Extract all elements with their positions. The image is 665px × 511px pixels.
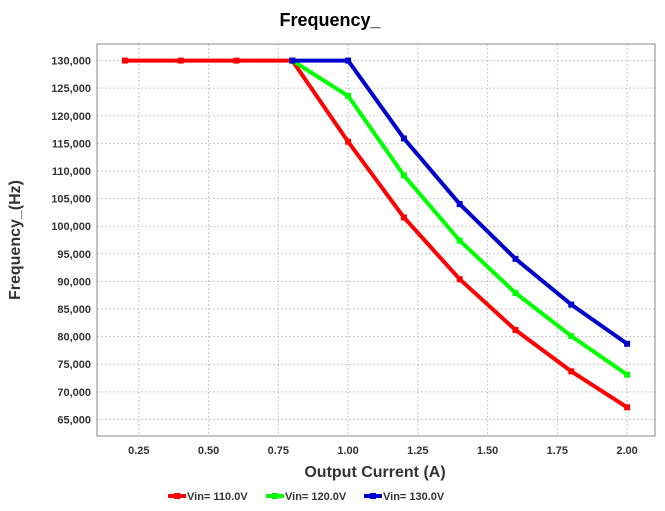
y-tick-label: 120,000 — [51, 111, 91, 123]
y-tick-label: 75,000 — [57, 359, 91, 371]
x-tick-label: 1.50 — [477, 445, 498, 457]
x-tick-label: 1.25 — [407, 445, 428, 457]
data-point — [345, 57, 352, 64]
series-lines — [121, 57, 631, 411]
legend-marker — [370, 493, 376, 499]
y-tick-label: 105,000 — [51, 194, 91, 206]
data-point — [289, 57, 296, 64]
data-point — [512, 255, 519, 262]
data-point — [345, 92, 352, 99]
y-tick-label: 115,000 — [52, 138, 91, 150]
legend-marker — [272, 493, 278, 499]
y-tick-label: 95,000 — [57, 249, 91, 261]
data-point — [568, 368, 575, 375]
x-axis-title: Output Current (A) — [304, 464, 445, 481]
plot-frame — [96, 43, 656, 437]
legend-marker — [174, 493, 180, 499]
y-tick-label: 70,000 — [57, 387, 91, 399]
x-tick-labels: 0.25 0.50 0.75 1.00 1.25 1.50 1.75 2.00 — [128, 445, 638, 457]
data-point — [177, 57, 184, 64]
x-tick-label: 0.25 — [128, 445, 149, 457]
data-point — [624, 340, 631, 347]
y-tick-label: 85,000 — [57, 304, 91, 316]
x-tick-label: 0.75 — [268, 445, 289, 457]
data-point — [624, 404, 631, 411]
x-tick-label: 2.00 — [616, 445, 637, 457]
data-point — [400, 214, 407, 221]
legend-label: Vin= 130.0V — [383, 491, 445, 503]
data-point — [400, 135, 407, 142]
y-tick-label: 130,000 — [51, 56, 91, 68]
data-point — [456, 237, 463, 244]
series-line — [290, 58, 630, 377]
legend: Vin= 110.0V Vin= 120.0V Vin= 130.0V — [168, 491, 445, 503]
y-tick-label: 110,000 — [52, 166, 91, 178]
legend-label: Vin= 120.0V — [285, 491, 347, 503]
data-point — [345, 138, 352, 145]
y-tick-label: 90,000 — [57, 276, 91, 288]
y-axis-title: Frequency_(Hz) — [7, 180, 24, 300]
data-point — [456, 276, 463, 283]
x-tick-label: 0.50 — [198, 445, 219, 457]
data-point — [512, 290, 519, 296]
y-tick-label: 80,000 — [57, 332, 91, 344]
data-point — [456, 201, 463, 208]
data-point — [624, 371, 631, 378]
series-line — [122, 58, 630, 410]
y-tick-labels: 65,000 70,000 75,000 80,000 85,000 90,000 95,0… — [51, 56, 91, 427]
x-tick-label: 1.75 — [547, 445, 568, 457]
y-tick-label: 100,000 — [51, 221, 91, 233]
data-point — [512, 327, 519, 333]
data-point — [568, 333, 575, 340]
x-tick-label: 1.00 — [337, 445, 358, 457]
grid — [97, 44, 655, 436]
data-point — [233, 57, 240, 64]
chart-title: Frequency_ — [279, 10, 381, 30]
data-point — [121, 57, 128, 64]
y-tick-label: 65,000 — [57, 414, 91, 426]
y-tick-label: 125,000 — [51, 83, 91, 95]
legend-label: Vin= 110.0V — [187, 491, 248, 503]
data-point — [400, 172, 407, 179]
data-point — [568, 301, 575, 308]
